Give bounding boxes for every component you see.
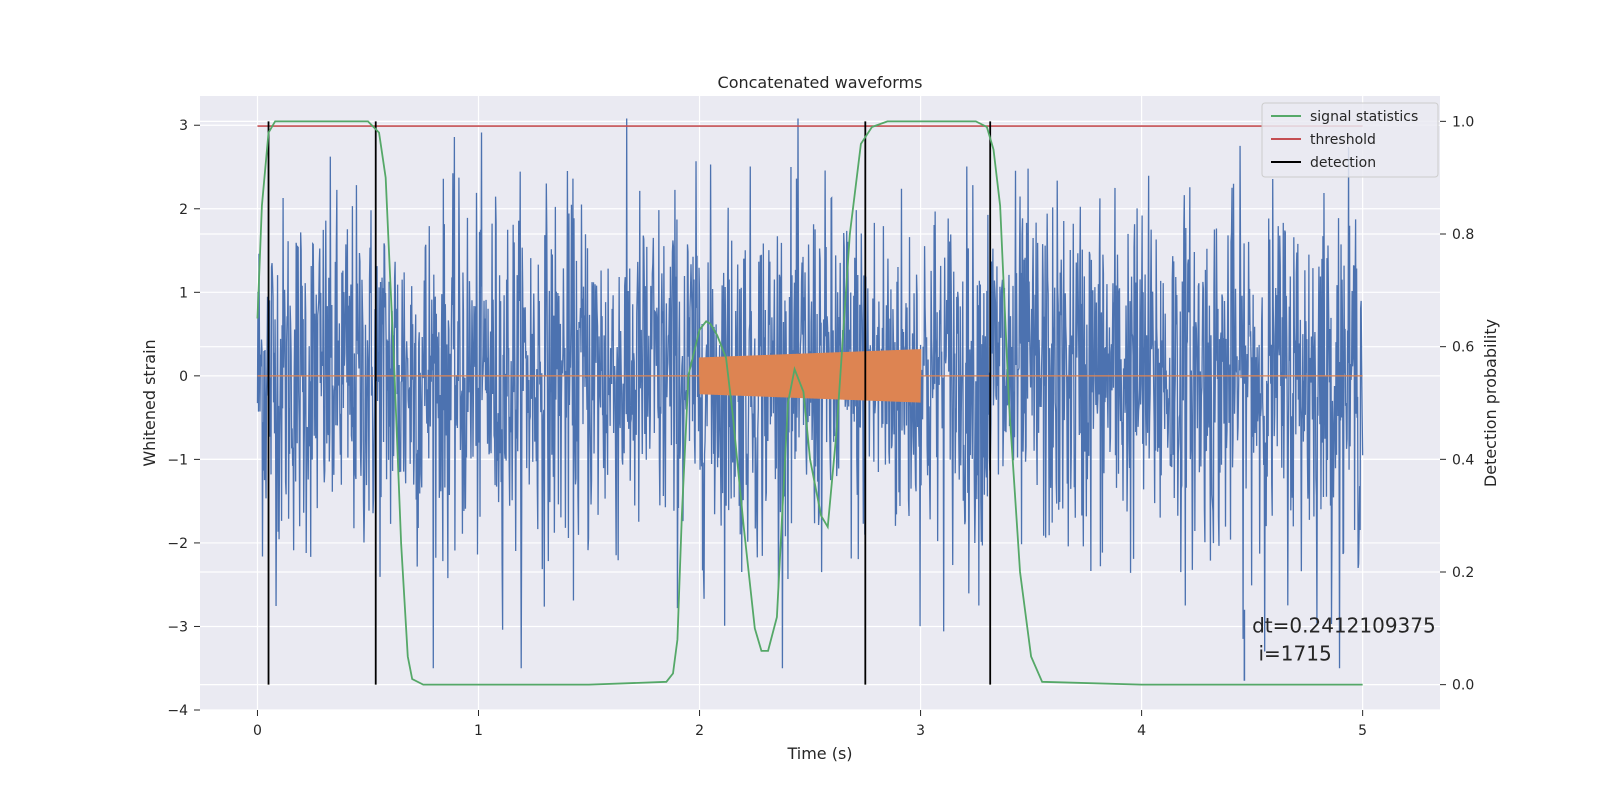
waveform-series-line (257, 349, 1363, 403)
y-tick-label: −1 (167, 452, 188, 468)
y2-tick-label: 0.6 (1452, 340, 1474, 356)
y-tick-label: 0 (179, 369, 188, 385)
y2-tick-label: 0.8 (1452, 227, 1474, 243)
x-tick-label: 5 (1358, 723, 1367, 739)
legend-label-signal-statistics: signal statistics (1310, 109, 1418, 125)
legend-box (1261, 102, 1439, 178)
y2-tick-label: 0.4 (1452, 452, 1474, 468)
signal-statistics-line (256, 120, 1363, 686)
y-tick-label: 1 (179, 285, 188, 301)
legend-label-threshold: threshold (1310, 132, 1376, 148)
x-tick-label: 3 (916, 723, 925, 739)
strain-series-line (256, 118, 1364, 669)
y-tick-label: −3 (167, 619, 188, 635)
y-tick-label: 3 (179, 118, 188, 134)
x-tick-label: 1 (474, 723, 483, 739)
y-tick-label: −2 (167, 536, 188, 552)
x-tick-label: 0 (253, 723, 262, 739)
y2-tick-label: 0.2 (1452, 565, 1474, 581)
y2-axis-label: Detection probability (1481, 319, 1500, 487)
x-tick-label: 2 (695, 723, 704, 739)
legend-label-detection: detection (1310, 155, 1376, 171)
y2-tick-label: 0.0 (1452, 678, 1474, 694)
annotation-index: i=1715 (1252, 641, 1332, 665)
ticks: 0 1 2 3 4 5 −4 −3 −2 −1 0 1 2 3 0.0 0.2 0.4 0.6 0.8 1.0 (167, 114, 1474, 739)
y-tick-label: 2 (179, 202, 188, 218)
y2-tick-label: 1.0 (1452, 114, 1474, 130)
legend: signal statistics threshold detection (1261, 102, 1439, 178)
plot-series (256, 118, 1364, 686)
detection-lines (267, 121, 992, 685)
x-axis-label: Time (s) (786, 744, 852, 763)
x-tick-label: 4 (1137, 723, 1146, 739)
y-tick-label: −4 (167, 703, 188, 719)
annotation-dt: dt=0.2412109375 (1252, 613, 1436, 637)
chart-title: Concatenated waveforms (718, 73, 923, 92)
y-axis-label: Whitened strain (140, 339, 159, 466)
